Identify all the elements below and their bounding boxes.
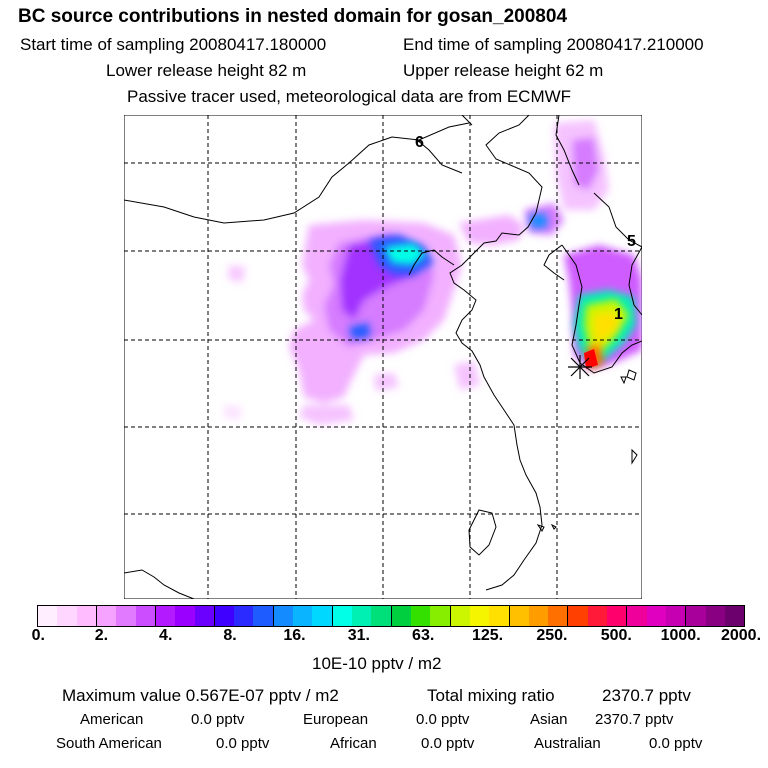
american-value: 0.0 pptv bbox=[191, 711, 245, 728]
upper-release-height: Upper release height 62 m bbox=[403, 61, 604, 80]
australian-value: 0.0 pptv bbox=[649, 735, 703, 752]
asian-label: Asian bbox=[530, 711, 568, 728]
scale-swatch bbox=[194, 606, 215, 626]
south-american-label: South American bbox=[56, 735, 162, 752]
african-label: African bbox=[330, 735, 377, 752]
scale-swatch bbox=[352, 606, 372, 626]
scale-swatch bbox=[489, 606, 510, 626]
scale-swatch bbox=[273, 606, 294, 626]
scale-swatch bbox=[57, 606, 77, 626]
asian-value: 2370.7 pptv bbox=[595, 711, 674, 728]
receptor-marker bbox=[568, 355, 592, 379]
scale-tick-label: 2000. bbox=[720, 627, 762, 644]
scale-swatch bbox=[724, 606, 745, 626]
scale-swatch bbox=[293, 606, 313, 626]
scale-swatch bbox=[214, 606, 235, 626]
scale-tick-label: 63. bbox=[412, 627, 435, 644]
scale-swatch bbox=[155, 606, 176, 626]
african-value: 0.0 pptv bbox=[421, 735, 475, 752]
scale-swatch bbox=[686, 606, 706, 626]
color-scale bbox=[37, 605, 745, 627]
scale-tick-label: 8. bbox=[223, 627, 237, 644]
scale-tick-label: 500. bbox=[600, 627, 632, 644]
scale-units: 10E-10 pptv / m2 bbox=[312, 654, 442, 673]
scale-tick-label: 250. bbox=[536, 627, 568, 644]
scale-swatch bbox=[371, 606, 392, 626]
scale-swatch bbox=[135, 606, 156, 626]
scale-tick-label: 1000. bbox=[660, 627, 701, 644]
scale-tick-label: 16. bbox=[283, 627, 306, 644]
scale-swatch bbox=[568, 606, 588, 626]
scale-swatch bbox=[528, 606, 549, 626]
scale-tick-label: 2. bbox=[94, 627, 109, 644]
scale-swatch bbox=[450, 606, 470, 626]
scale-swatch bbox=[38, 606, 58, 626]
total-mixing-label: Total mixing ratio bbox=[427, 686, 555, 705]
scale-swatch bbox=[410, 606, 431, 626]
chart-title: BC source contributions in nested domain… bbox=[18, 6, 568, 27]
scale-swatch bbox=[332, 606, 352, 626]
scale-swatch bbox=[607, 606, 628, 626]
american-label: American bbox=[80, 711, 144, 728]
scale-swatch bbox=[587, 606, 608, 626]
scale-swatch bbox=[96, 606, 117, 626]
australian-label: Australian bbox=[534, 735, 601, 752]
map-panel: 6 5 1 bbox=[124, 115, 642, 599]
south-american-value: 0.0 pptv bbox=[216, 735, 270, 752]
scale-swatch bbox=[391, 606, 411, 626]
scale-swatch bbox=[666, 606, 687, 626]
scale-tick-label: 31. bbox=[347, 627, 370, 644]
european-label: European bbox=[303, 711, 369, 728]
tracer-note: Passive tracer used, meteorological data… bbox=[127, 87, 572, 106]
maximum-value: Maximum value 0.567E-07 pptv / m2 bbox=[62, 686, 339, 705]
lat-lon-grid bbox=[124, 115, 642, 599]
start-time: Start time of sampling 20080417.180000 bbox=[20, 35, 327, 54]
scale-swatch bbox=[116, 606, 136, 626]
scale-swatch bbox=[430, 606, 451, 626]
concentration-field bbox=[224, 120, 642, 425]
map-label-6: 6 bbox=[415, 134, 424, 151]
scale-tick-label: 125. bbox=[471, 627, 504, 644]
coastlines bbox=[124, 115, 642, 599]
end-time: End time of sampling 20080417.210000 bbox=[403, 35, 704, 54]
map-label-5: 5 bbox=[627, 233, 636, 250]
scale-swatch bbox=[312, 606, 333, 626]
scale-swatch bbox=[175, 606, 195, 626]
total-mixing-value: 2370.7 pptv bbox=[602, 686, 691, 705]
scale-swatch bbox=[253, 606, 274, 626]
scale-swatch bbox=[469, 606, 490, 626]
lower-release-height: Lower release height 82 m bbox=[106, 61, 307, 80]
scale-swatch bbox=[705, 606, 725, 626]
scale-swatch bbox=[646, 606, 666, 626]
scale-swatch bbox=[548, 606, 569, 626]
scale-tick-label: 0. bbox=[31, 627, 46, 644]
scale-swatch bbox=[234, 606, 254, 626]
map-label-1: 1 bbox=[614, 306, 623, 323]
scale-swatch bbox=[509, 606, 529, 626]
scale-swatch bbox=[76, 606, 97, 626]
scale-swatch bbox=[627, 606, 647, 626]
european-value: 0.0 pptv bbox=[416, 711, 470, 728]
scale-tick-label: 4. bbox=[159, 627, 173, 644]
